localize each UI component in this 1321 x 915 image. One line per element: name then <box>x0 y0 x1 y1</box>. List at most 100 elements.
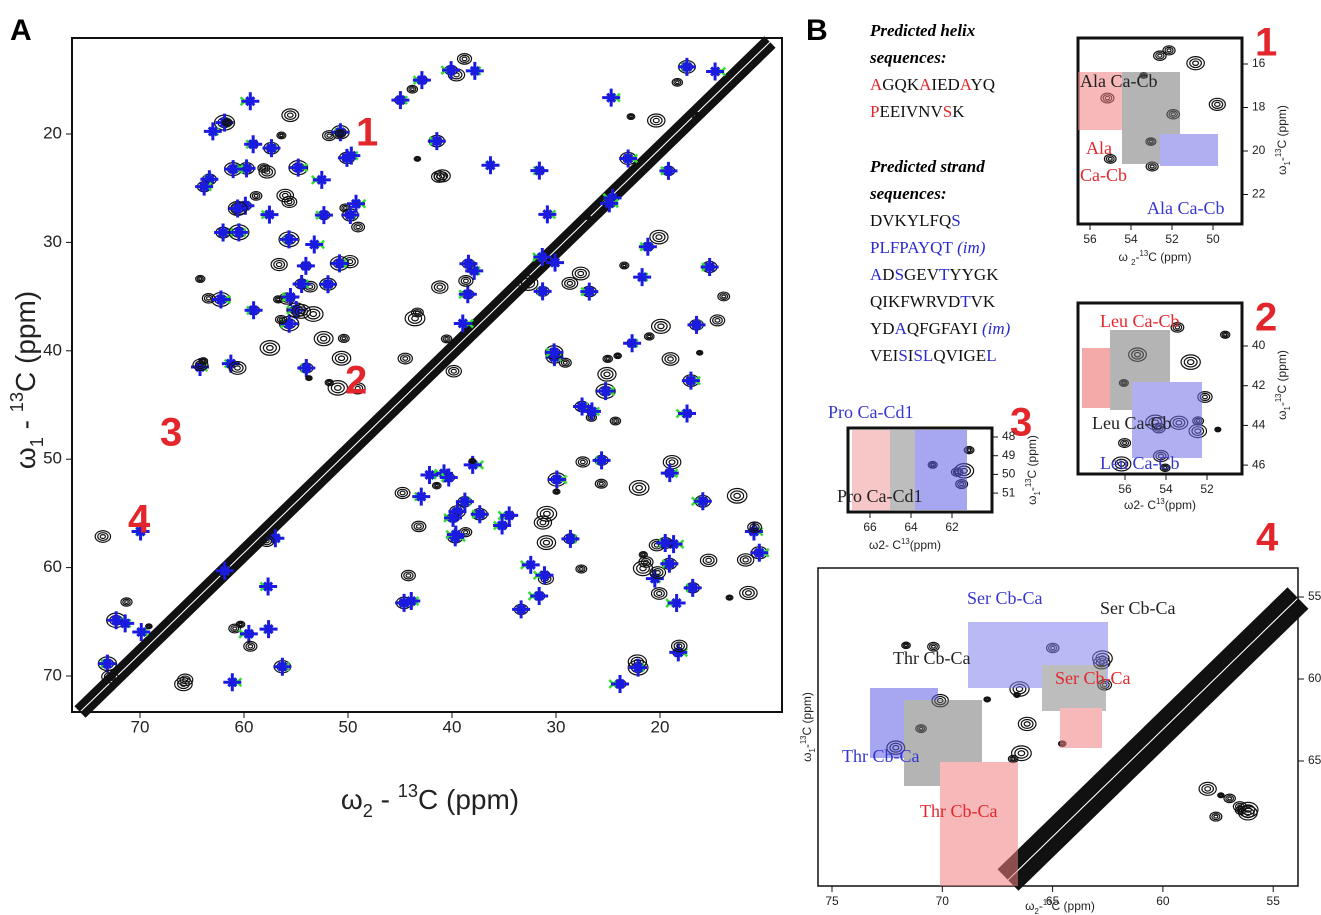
residues: A <box>919 75 932 94</box>
residues: S <box>898 346 907 365</box>
axis-title: ω2-13C (ppm) <box>1025 898 1095 915</box>
predicted-peak <box>687 315 706 334</box>
contour <box>622 263 627 268</box>
contour <box>1147 162 1157 171</box>
contour <box>198 277 203 281</box>
contour <box>1204 786 1212 792</box>
contour <box>664 354 677 364</box>
contour <box>657 323 665 330</box>
title-part: C (ppm) <box>800 692 814 735</box>
contour <box>1211 813 1221 821</box>
diagonal-contour <box>1011 593 1303 877</box>
contour <box>324 378 334 387</box>
y-tick-label: 22 <box>1252 187 1266 201</box>
frame-inset-2 <box>1076 301 1244 476</box>
inset-number: 1 <box>1255 21 1277 65</box>
contour <box>1180 354 1201 370</box>
contour <box>670 639 688 653</box>
contour <box>562 360 568 365</box>
contour <box>122 598 131 606</box>
contour <box>333 384 342 391</box>
contour <box>1023 721 1031 727</box>
contour <box>306 308 321 320</box>
contour <box>539 519 547 526</box>
contour <box>577 270 585 277</box>
contour <box>1114 458 1129 470</box>
contour <box>431 481 442 490</box>
contour <box>273 259 286 270</box>
contour <box>274 314 288 325</box>
title-part: - <box>1025 487 1039 491</box>
axis-title: ω2- C13(ppm) <box>869 537 941 553</box>
contour <box>1215 427 1221 432</box>
contour <box>1227 796 1233 801</box>
contour <box>442 335 451 343</box>
contour <box>337 355 346 362</box>
y-tick-label: 60 <box>43 557 62 576</box>
panel-label: B <box>806 14 828 47</box>
predicted-peak <box>700 257 719 276</box>
contour <box>717 291 731 302</box>
x-tick-label: 70 <box>131 717 150 736</box>
contour <box>411 520 427 533</box>
contour <box>539 508 555 520</box>
residues: (im) <box>978 319 1011 338</box>
contour <box>334 353 349 364</box>
contour <box>459 54 470 63</box>
predicted-peak <box>116 614 135 633</box>
x-tick-label: 52 <box>1165 232 1179 246</box>
contour <box>645 333 654 340</box>
predicted-peak <box>463 455 482 474</box>
predicted-peak <box>596 382 615 401</box>
region-number: 1 <box>356 111 378 155</box>
contour <box>714 317 721 323</box>
contour <box>232 626 238 631</box>
contour <box>1103 153 1117 164</box>
heading: Predicted helix <box>869 21 976 40</box>
contour <box>245 642 256 651</box>
y-tick-label: 50 <box>43 449 62 468</box>
contour <box>594 478 608 489</box>
x-tick-label: 60 <box>235 717 254 736</box>
inset-number: 2 <box>1255 296 1277 340</box>
title-part: - <box>10 412 41 437</box>
box <box>1060 708 1102 748</box>
contour <box>614 353 621 359</box>
y-tick-label: 16 <box>1252 56 1266 70</box>
contour <box>234 365 241 371</box>
region-number: 2 <box>345 359 367 403</box>
predicted-peak <box>706 62 725 81</box>
contour <box>286 199 293 205</box>
contour <box>461 56 468 62</box>
contour <box>205 296 212 301</box>
contour <box>578 567 584 571</box>
contour <box>1161 464 1170 471</box>
axis-title: ω2 - 13C (ppm) <box>341 781 519 821</box>
predicted-peak <box>412 71 431 90</box>
y-tick-label: 40 <box>1252 338 1266 352</box>
title-part: - <box>1039 899 1043 913</box>
contour <box>319 335 328 342</box>
title-part: 13 <box>1043 898 1052 907</box>
contour <box>554 490 559 494</box>
contour <box>654 321 668 332</box>
contour <box>281 108 300 123</box>
contour <box>649 566 667 579</box>
contour <box>751 524 758 530</box>
title-part: 13 <box>7 392 27 412</box>
contour <box>739 585 758 601</box>
inset-number: 4 <box>1256 516 1279 560</box>
contour <box>349 382 366 395</box>
x-tick-label: 54 <box>1124 232 1138 246</box>
x-tick-label: 56 <box>1083 232 1097 246</box>
residues: YD <box>870 319 895 338</box>
contour <box>736 553 755 567</box>
contour <box>313 330 334 347</box>
contour <box>223 119 232 126</box>
contour <box>462 278 469 284</box>
predicted-peak <box>465 61 484 80</box>
contour <box>182 677 189 683</box>
title-part: 1 <box>1283 406 1292 410</box>
contour <box>279 133 284 138</box>
